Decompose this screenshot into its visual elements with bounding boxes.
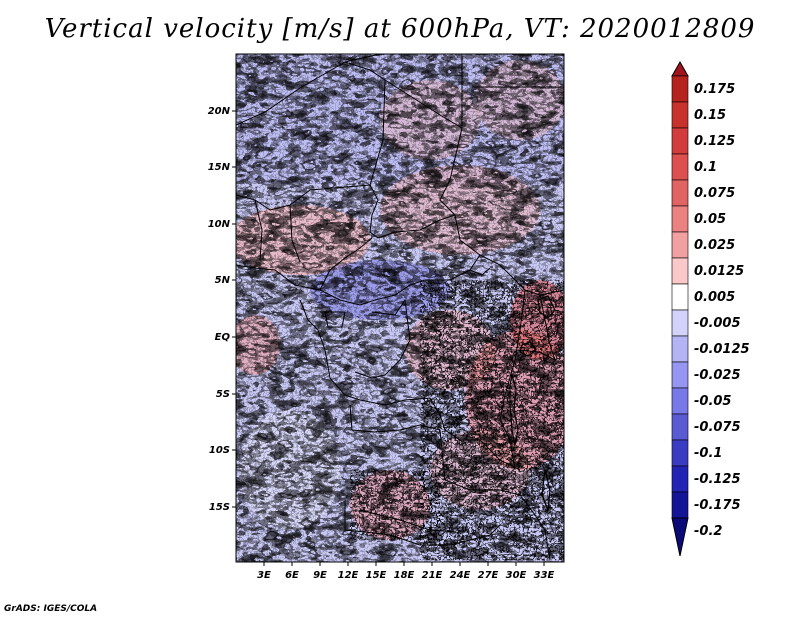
- lat-tick-label: 15S: [209, 502, 230, 513]
- lat-tick-label: 10S: [209, 445, 230, 456]
- colorbar-label: 0.075: [694, 186, 735, 201]
- lakes: [509, 295, 556, 511]
- colorbar-segment: [671, 75, 689, 103]
- colorbar-segment: [671, 309, 689, 337]
- country-borders: [236, 54, 564, 561]
- lon-tick-label: 27E: [478, 570, 499, 581]
- colorbar-label: 0.05: [694, 212, 726, 227]
- axis-ticks: [232, 110, 545, 566]
- lon-tick-label: 15E: [366, 570, 387, 581]
- colorbar-label: 0.025: [694, 238, 735, 253]
- colorbar-label: -0.075: [694, 420, 741, 435]
- colorbar-segment: [671, 257, 689, 285]
- lat-tick-label: 10N: [208, 219, 231, 230]
- lon-tick-label: 12E: [338, 570, 359, 581]
- colorbar-segment: [671, 101, 689, 129]
- colorbar-label: -0.005: [694, 316, 741, 331]
- colorbar-segment: [671, 231, 689, 259]
- colorbar-segment: [671, 465, 689, 493]
- colorbar-label: -0.05: [694, 394, 731, 409]
- lat-tick-label: 20N: [208, 106, 231, 117]
- colorbar-label: -0.025: [694, 368, 741, 383]
- colorbar-label: -0.175: [694, 498, 741, 513]
- colorbar-segment: [671, 491, 689, 519]
- latitude-labels: 20N 15N 10N 5N EQ 5S 10S 15S: [208, 106, 231, 513]
- lon-tick-label: 3E: [257, 570, 271, 581]
- map-title: Vertical velocity [m/s] at 600hPa, VT: 2…: [44, 14, 756, 44]
- colorbar-bottom-arrow: [671, 517, 689, 557]
- lon-tick-label: 24E: [450, 570, 471, 581]
- longitude-labels: 3E 6E 9E 12E 15E 18E 21E 24E 27E 30E 33E: [257, 570, 554, 581]
- colorbar-segment: [671, 413, 689, 441]
- colorbar-label: 0.15: [694, 108, 726, 123]
- colorbar-segment: [671, 335, 689, 363]
- map-frame: [235, 53, 565, 563]
- lat-tick-label: EQ: [215, 332, 231, 343]
- colorbar-segment: [671, 387, 689, 415]
- lon-tick-label: 33E: [534, 570, 555, 581]
- colorbar-label: 0.125: [694, 134, 735, 149]
- lon-tick-label: 30E: [506, 570, 527, 581]
- colorbar-segment: [671, 205, 689, 233]
- colorbar-segment: [671, 153, 689, 181]
- lon-tick-label: 6E: [285, 570, 299, 581]
- colorbar-label: 0.1: [694, 160, 717, 175]
- colorbar: 0.175 0.15 0.125 0.1 0.075 0.05 0.025 0.…: [671, 60, 750, 557]
- lat-tick-label: 15N: [208, 162, 231, 173]
- colorbar-label: -0.0125: [694, 342, 750, 357]
- colorbar-label: 0.005: [694, 290, 735, 305]
- lon-tick-label: 21E: [422, 570, 443, 581]
- colorbar-segment: [671, 361, 689, 389]
- lat-tick-label: 5N: [215, 275, 231, 286]
- colorbar-label: -0.1: [694, 446, 722, 461]
- credit-label: GrADS: IGES/COLA: [4, 604, 98, 614]
- colorbar-segment: [671, 179, 689, 207]
- colorbar-label: -0.2: [694, 524, 722, 539]
- colorbar-label: 0.0125: [694, 264, 744, 279]
- colorbar-label: 0.175: [694, 82, 735, 97]
- colorbar-top-arrow: [671, 60, 689, 77]
- colorbar-segment: [671, 127, 689, 155]
- colorbar-label: -0.125: [694, 472, 741, 487]
- colorbar-segment: [671, 283, 689, 311]
- lon-tick-label: 9E: [313, 570, 327, 581]
- colorbar-segment: [671, 439, 689, 467]
- lat-tick-label: 5S: [216, 389, 230, 400]
- lon-tick-label: 18E: [394, 570, 415, 581]
